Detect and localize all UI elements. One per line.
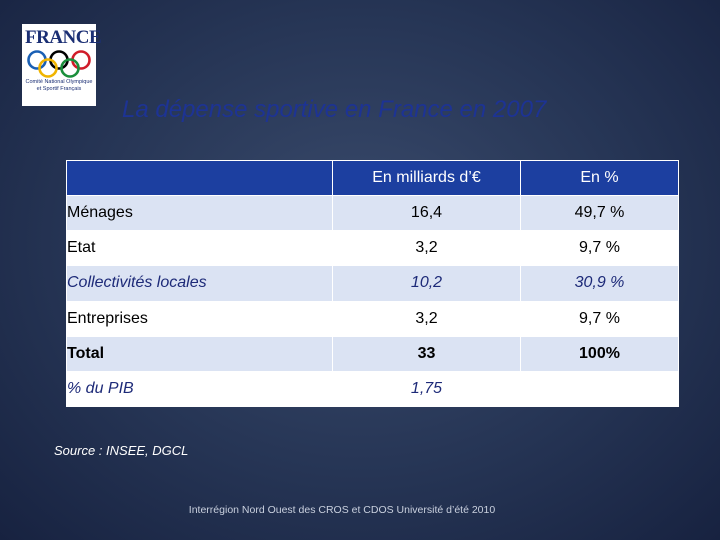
row-percent: 9,7 % bbox=[520, 230, 679, 267]
row-label: Entreprises bbox=[66, 300, 333, 337]
table-row: Etat 3,2 9,7 % bbox=[66, 230, 679, 267]
slide-footer: Interrégion Nord Ouest des CROS et CDOS … bbox=[188, 504, 496, 516]
row-percent: 9,7 % bbox=[520, 300, 679, 337]
row-amount: 16,4 bbox=[332, 195, 521, 232]
row-percent bbox=[520, 370, 679, 408]
row-amount: 10,2 bbox=[332, 265, 521, 302]
olympic-rings-icon bbox=[27, 50, 91, 78]
table-row: % du PIB 1,75 bbox=[66, 370, 679, 408]
table-row: Collectivités locales 10,2 30,9 % bbox=[66, 265, 679, 302]
row-label: Collectivités locales bbox=[66, 265, 333, 302]
row-percent: 100% bbox=[520, 335, 679, 372]
header-percent: En % bbox=[520, 159, 679, 197]
ring-yellow bbox=[38, 58, 58, 78]
cnosf-logo: FRANCE Comité National Olympique et Spor… bbox=[22, 24, 102, 106]
header-empty bbox=[66, 159, 333, 197]
logo-subtitle-line1: Comité National Olympique bbox=[25, 79, 93, 85]
ring-green bbox=[60, 58, 80, 78]
row-amount: 33 bbox=[332, 335, 521, 372]
row-amount: 1,75 bbox=[332, 370, 521, 408]
row-label: Ménages bbox=[66, 195, 333, 232]
row-amount: 3,2 bbox=[332, 230, 521, 267]
table-row: Total 33 100% bbox=[66, 335, 679, 372]
table-header-row: En milliards d’€ En % bbox=[66, 159, 679, 197]
slide-title: La dépense sportive en France en 2007 bbox=[122, 96, 547, 123]
spending-table: En milliards d’€ En % Ménages 16,4 49,7 … bbox=[66, 159, 679, 408]
row-label: Total bbox=[66, 335, 333, 372]
row-label: % du PIB bbox=[66, 370, 333, 408]
table-row: Ménages 16,4 49,7 % bbox=[66, 195, 679, 232]
source-note: Source : INSEE, DGCL bbox=[54, 443, 189, 458]
table-row: Entreprises 3,2 9,7 % bbox=[66, 300, 679, 337]
logo-subtitle-line2: et Sportif Français bbox=[36, 86, 82, 92]
row-percent: 30,9 % bbox=[520, 265, 679, 302]
row-percent: 49,7 % bbox=[520, 195, 679, 232]
logo-wordmark: FRANCE bbox=[25, 27, 102, 48]
row-label: Etat bbox=[66, 230, 333, 267]
header-amount: En milliards d’€ bbox=[332, 159, 521, 197]
row-amount: 3,2 bbox=[332, 300, 521, 337]
